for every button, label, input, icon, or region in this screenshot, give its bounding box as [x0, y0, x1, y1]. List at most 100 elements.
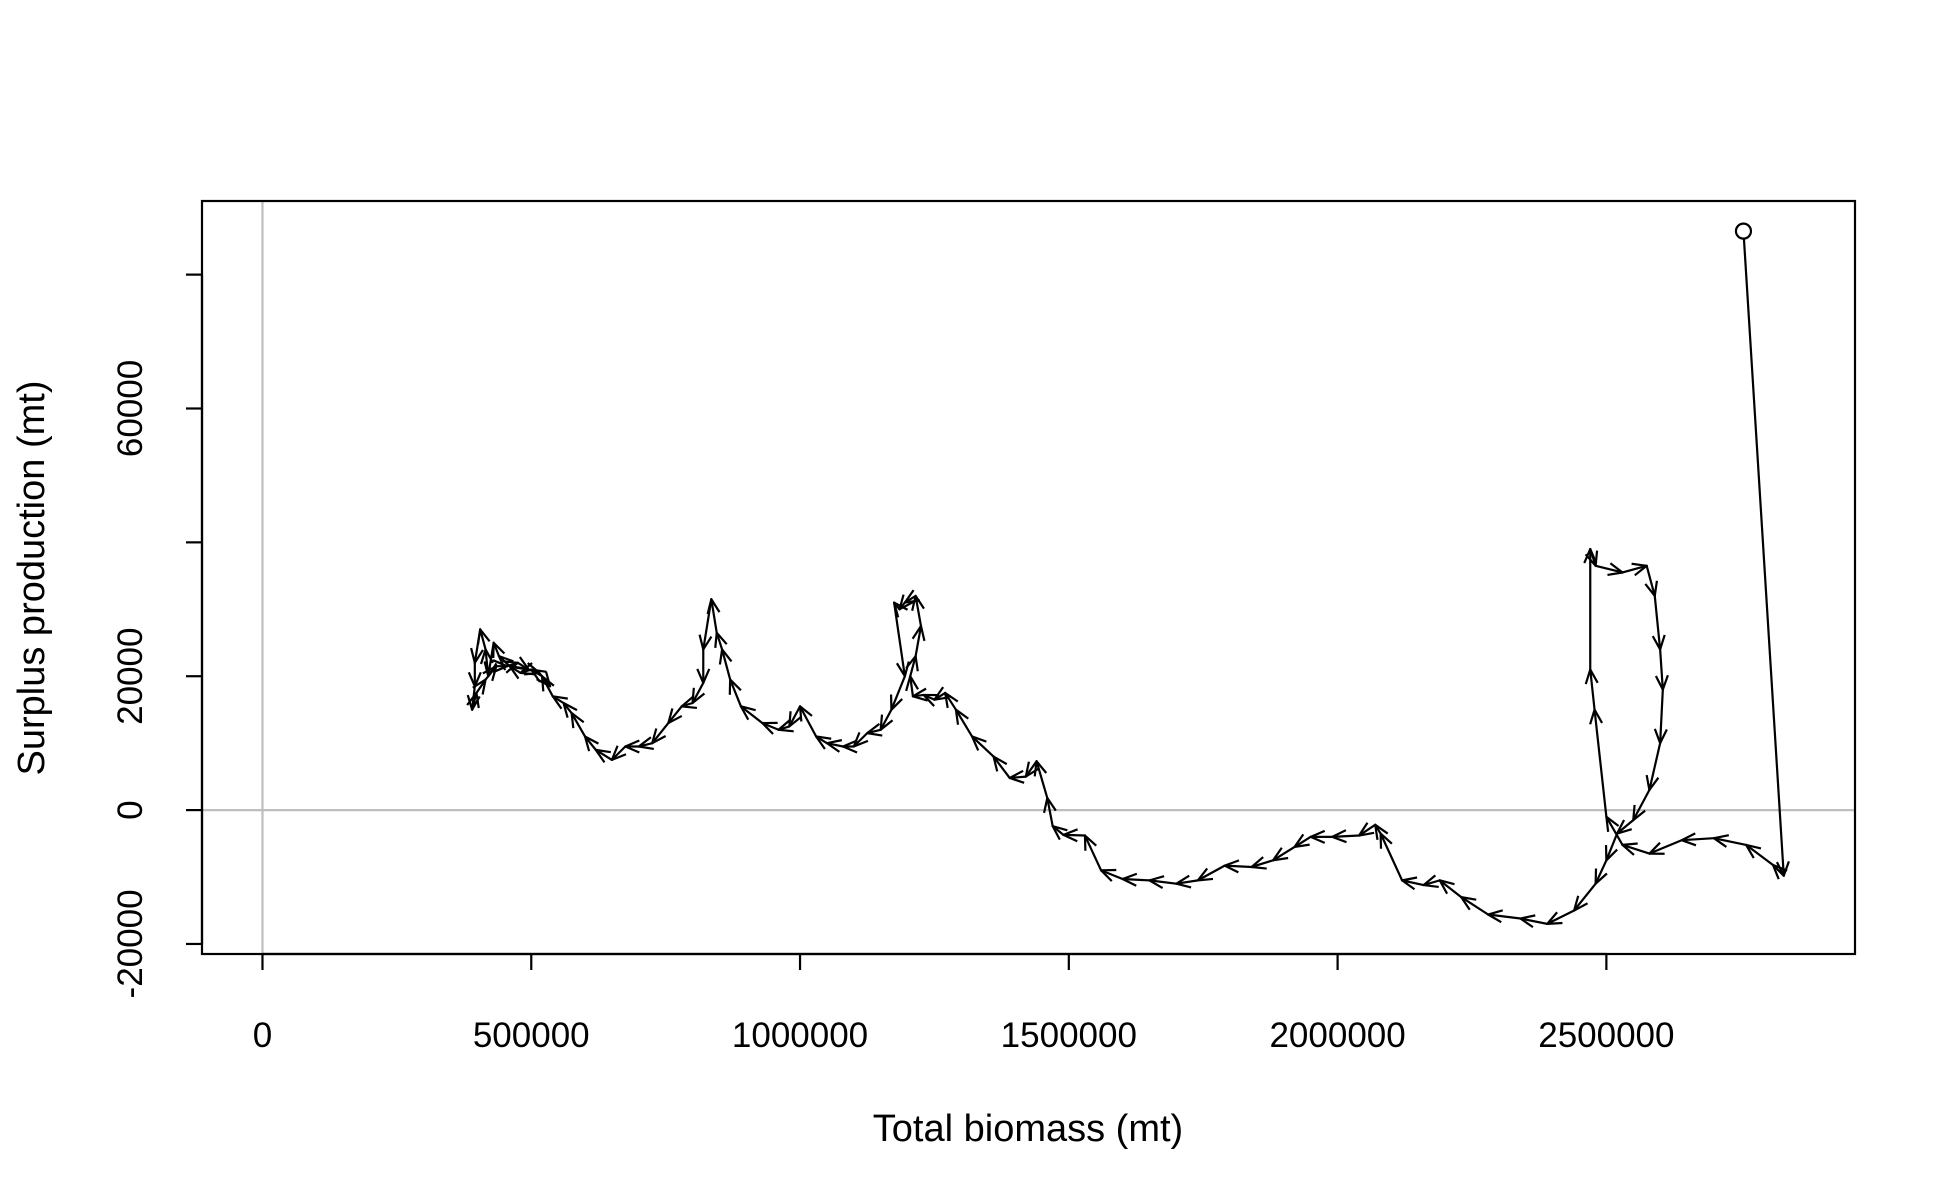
arrowhead-92: [610, 745, 627, 761]
trajectory-segment-15: [1645, 564, 1656, 598]
arrowhead-16: [1651, 634, 1666, 651]
arrowhead-8: [1605, 815, 1620, 833]
arrowhead-38: [1271, 847, 1289, 862]
trajectory-segment-39: [1250, 859, 1275, 869]
arrowhead-96: [562, 701, 578, 718]
x-tick-label-5: 2500000: [1538, 1016, 1674, 1055]
y-tick-label-2: 20000: [111, 628, 150, 725]
trajectory-series: [471, 230, 1785, 925]
x-tick-label-4: 2000000: [1269, 1016, 1405, 1055]
arrowhead-113: [492, 659, 509, 674]
arrowhead-9: [1589, 708, 1604, 725]
arrowhead-40: [1223, 859, 1240, 874]
arrowhead-22: [1604, 845, 1618, 862]
trajectory-segment-21: [1616, 819, 1635, 835]
trajectory-arrows: [466, 547, 1790, 929]
arrowhead-67: [895, 661, 910, 678]
trajectory-segment-50: [1035, 760, 1049, 800]
arrowhead-18: [1653, 728, 1668, 745]
arrowhead-89: [651, 728, 667, 745]
arrowhead-58: [922, 693, 939, 707]
arrowhead-53: [992, 755, 1008, 772]
arrowhead-4: [1712, 834, 1730, 848]
arrowhead-63: [911, 594, 925, 611]
arrowhead-49: [1042, 796, 1057, 814]
arrowhead-105: [479, 648, 494, 665]
trajectory-segment-78: [761, 721, 780, 731]
y-tick-label-1: 0: [111, 800, 150, 819]
arrowhead-31: [1401, 876, 1418, 891]
arrowhead-48: [1051, 825, 1068, 841]
trajectory-segment-23: [1594, 859, 1608, 885]
trajectory-segment-26: [1519, 917, 1549, 925]
trajectory-segment-53: [992, 755, 1011, 780]
trajectory-segment-82: [715, 631, 724, 651]
x-axis-title: Total biomass (mt): [873, 1108, 1183, 1150]
arrowhead-19: [1645, 774, 1660, 792]
trajectory-segment-28: [1460, 896, 1490, 916]
trajectory-segment-17: [1659, 648, 1664, 691]
arrowhead-90: [637, 736, 654, 751]
arrowhead-116: [524, 662, 541, 676]
arrowhead-80: [728, 678, 742, 695]
arrowhead-10: [1584, 668, 1599, 685]
arrowhead-29: [1438, 879, 1455, 895]
trajectory-segment-81: [720, 648, 732, 681]
trajectory-segment-19: [1648, 742, 1662, 792]
arrowhead-97: [551, 695, 568, 710]
trajectory-segment-46: [1083, 834, 1103, 872]
arrowhead-3: [1745, 843, 1762, 859]
arrowhead-91: [624, 739, 640, 754]
trajectory-segment-45: [1099, 869, 1124, 881]
arrowhead-52: [1008, 769, 1025, 784]
arrowhead-17: [1654, 674, 1669, 691]
arrowhead-88: [667, 708, 683, 725]
trajectory-segment-95: [570, 711, 587, 738]
trajectory-segment-106: [479, 628, 487, 651]
arrowhead-99: [530, 668, 547, 683]
trajectory-segment-41: [1196, 864, 1226, 882]
arrowhead-46: [1083, 834, 1098, 851]
trajectory-segment-25: [1546, 909, 1576, 925]
trajectory-segment-13: [1594, 564, 1624, 574]
trajectory-segment-94: [583, 735, 597, 751]
trajectory-segment-24: [1573, 882, 1597, 912]
trajectory-segment-67: [893, 601, 906, 678]
arrowhead-54: [970, 735, 987, 751]
arrowhead-110: [466, 691, 480, 709]
trajectory-segment-14: [1621, 564, 1648, 574]
arrowhead-21: [1616, 819, 1633, 835]
trajectory-segment-32: [1379, 832, 1404, 882]
trajectory-segment-20: [1632, 788, 1651, 822]
arrowhead-28: [1460, 896, 1477, 911]
arrowhead-86: [691, 687, 706, 705]
trajectory-segment-8: [1605, 815, 1624, 846]
y-tick-label-0: -20000: [111, 889, 150, 998]
arrowhead-24: [1573, 895, 1589, 912]
trajectory-segment-75: [798, 705, 818, 738]
x-tick-label-3: 1500000: [1001, 1016, 1137, 1055]
arrowhead-34: [1358, 822, 1375, 837]
trajectory-segment-38: [1271, 845, 1296, 862]
trajectory-segment-4: [1712, 837, 1748, 846]
arrowhead-43: [1148, 875, 1165, 890]
y-axis-title: Surplus production (mt): [11, 381, 53, 776]
trajectory-segment-31: [1401, 879, 1425, 887]
arrowhead-66: [893, 601, 909, 618]
trajectory-segment-55: [954, 708, 974, 738]
trajectory-segment-76: [788, 705, 802, 728]
arrowhead-103: [492, 641, 506, 659]
arrowhead-2: [1771, 863, 1788, 880]
trajectory-segment-5: [1680, 837, 1715, 842]
x-tick-label-0: 0: [253, 1016, 272, 1055]
arrowhead-60: [905, 675, 919, 692]
arrowhead-27: [1487, 909, 1504, 924]
arrowhead-85: [696, 668, 711, 685]
trajectory-segment-60: [909, 675, 915, 698]
arrowhead-33: [1374, 823, 1389, 841]
arrowhead-69: [879, 714, 894, 731]
trajectory-segment-6: [1648, 839, 1683, 855]
trajectory-segment-30: [1422, 879, 1441, 887]
arrowhead-57: [933, 686, 950, 701]
